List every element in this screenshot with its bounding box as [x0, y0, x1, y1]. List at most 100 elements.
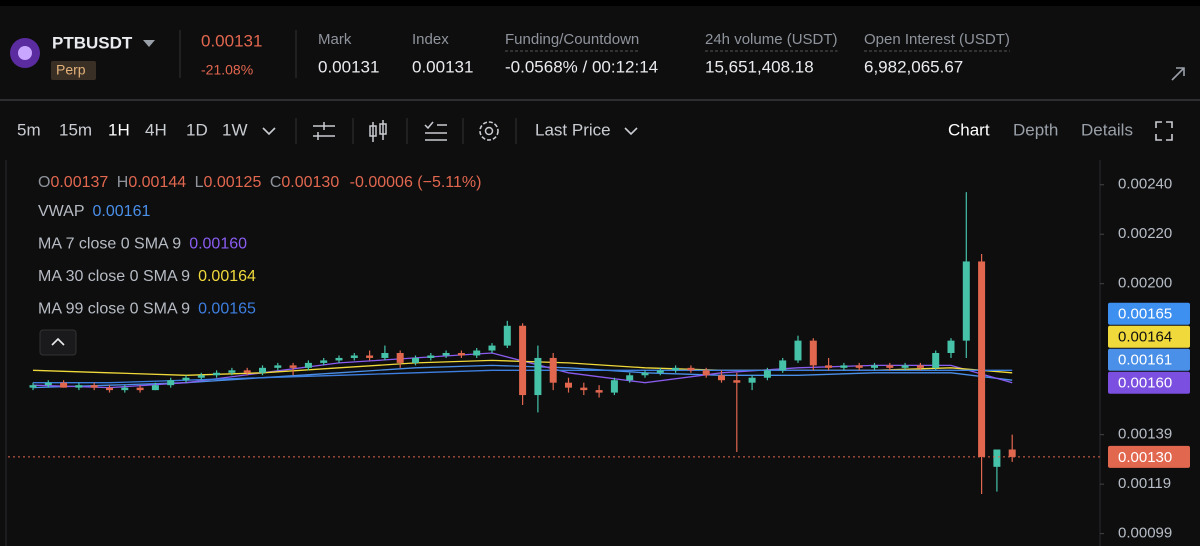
- candle-body: [993, 449, 1001, 467]
- candle-body: [886, 365, 894, 368]
- indicator-entry: MA 99 close 0 SMA 9 0.00165: [38, 301, 256, 318]
- y-tick-label: 0.00119: [1118, 475, 1171, 492]
- stat-value: 6,982,065.67: [864, 57, 963, 76]
- candle-body: [871, 365, 878, 368]
- candle-body: [702, 370, 710, 376]
- more-intervals[interactable]: [262, 127, 276, 136]
- candle-body: [809, 340, 817, 366]
- price-tag-label: 0.00160: [1118, 375, 1172, 392]
- candle-body: [427, 355, 435, 358]
- fullscreen-icon[interactable]: [1155, 121, 1173, 141]
- y-tick-label: 0.00200: [1118, 275, 1172, 292]
- view-tab[interactable]: Depth: [1013, 120, 1058, 139]
- candle-body: [840, 365, 848, 368]
- coin-logo-inner: [18, 46, 32, 60]
- indicator-legend: VWAP 0.00161 MA 7 close 0 SMA 9 0.00160 MA 3…: [38, 203, 256, 318]
- candle-body: [167, 380, 175, 386]
- collapse-legend[interactable]: [39, 329, 77, 356]
- candle-body: [779, 360, 787, 371]
- candle-body: [901, 365, 909, 368]
- top-strip: [0, 0, 1200, 6]
- candle-body: [106, 387, 113, 391]
- view-tab[interactable]: Details: [1081, 120, 1133, 139]
- price-tag: [1108, 325, 1190, 348]
- interval[interactable]: 5m: [17, 120, 41, 139]
- badge: Perp: [56, 62, 86, 78]
- indicator-line: [33, 369, 1013, 384]
- templates-icon[interactable]: [424, 121, 447, 141]
- price-type[interactable]: Last Price: [535, 120, 611, 139]
- badge-bg: [51, 61, 96, 80]
- candle-body: [626, 375, 634, 381]
- price-type-dropdown[interactable]: [624, 127, 638, 136]
- indicator-entry: MA 7 close 0 SMA 9 0.00160: [38, 236, 247, 253]
- view-tab[interactable]: Chart: [948, 120, 990, 139]
- stats: Mark 0.00131 Index 0.00131 Funding/Countdown…: [318, 31, 1010, 76]
- candle-body: [534, 357, 542, 396]
- candle-body: [304, 362, 312, 368]
- candle-body: [320, 360, 328, 363]
- candle-body: [213, 372, 221, 376]
- candle-body: [641, 372, 649, 376]
- symbol[interactable]: PTBUSDT: [52, 33, 133, 52]
- ohlc-value: 0.00125: [204, 174, 262, 191]
- candle-body: [457, 353, 465, 356]
- indicator-value: 0.00164: [198, 268, 256, 285]
- stat-value: 15,651,408.18: [705, 57, 814, 76]
- candle-body: [503, 325, 511, 346]
- collapse-icon[interactable]: [1171, 67, 1185, 81]
- indicators-icon[interactable]: [313, 122, 335, 140]
- ohlc-label: L: [195, 174, 204, 191]
- candle-body: [335, 357, 343, 361]
- interval[interactable]: 1W: [222, 120, 248, 139]
- ohlc-legend: O0.00137 H0.00144 L0.00125 C0.00130 -0.0…: [38, 174, 481, 191]
- interval[interactable]: 15m: [59, 120, 92, 139]
- interval[interactable]: 1H: [108, 120, 130, 139]
- y-tick-label: 0.00220: [1118, 225, 1172, 242]
- price-tag-label: 0.00161: [1118, 352, 1172, 369]
- candle-type-icon-body: [379, 123, 387, 135]
- indicator-name: VWAP: [38, 203, 85, 220]
- candle-body: [121, 387, 129, 391]
- candle-body: [197, 375, 205, 378]
- y-tick-label: 0.00099: [1118, 525, 1172, 542]
- y-tick-label: 0.00139: [1118, 426, 1172, 443]
- candle-body: [151, 385, 159, 391]
- indicator-value: 0.00161: [93, 203, 151, 220]
- price-tag: [1108, 302, 1190, 325]
- candle-body: [916, 365, 924, 368]
- stat-value: 0.00131: [412, 57, 473, 76]
- candle-body: [182, 377, 190, 381]
- candle-body: [687, 367, 695, 371]
- symbol-dropdown[interactable]: [143, 40, 155, 47]
- interval[interactable]: 1D: [186, 120, 208, 139]
- stat-label: Mark: [318, 31, 352, 48]
- indicator-name: MA 99 close 0 SMA 9: [38, 301, 190, 318]
- candle-body: [962, 261, 970, 341]
- indicator-entry: VWAP 0.00161: [38, 203, 150, 220]
- candle-body: [595, 390, 603, 393]
- candle-body: [932, 353, 940, 368]
- collapse-legend-icon: [51, 337, 65, 346]
- candle-body: [381, 353, 389, 358]
- settings-icon[interactable]: [479, 121, 499, 141]
- candle-body: [947, 340, 955, 353]
- candle-body: [610, 380, 618, 393]
- ohlc-value: 0.00130: [281, 174, 339, 191]
- candle-body: [825, 365, 833, 368]
- candle-body: [259, 367, 266, 373]
- interval[interactable]: 4H: [145, 120, 167, 139]
- price-tag-label: 0.00130: [1118, 449, 1172, 466]
- stat-label: Open Interest (USDT): [864, 31, 1010, 48]
- candle-body: [473, 350, 481, 356]
- plot: 0.00240 0.00220 0.00200 0.00139 0.00119 0.000…: [8, 176, 1190, 542]
- price-tag-label: 0.00164: [1118, 329, 1172, 346]
- candle-body: [672, 367, 680, 371]
- settings-icon-center: [484, 126, 494, 136]
- candle-body: [718, 375, 725, 381]
- y-tick-label: 0.00240: [1118, 176, 1172, 193]
- stat-label: Index: [412, 31, 449, 48]
- price-tag: [1108, 445, 1190, 468]
- candle-type-icon-body: [369, 125, 377, 137]
